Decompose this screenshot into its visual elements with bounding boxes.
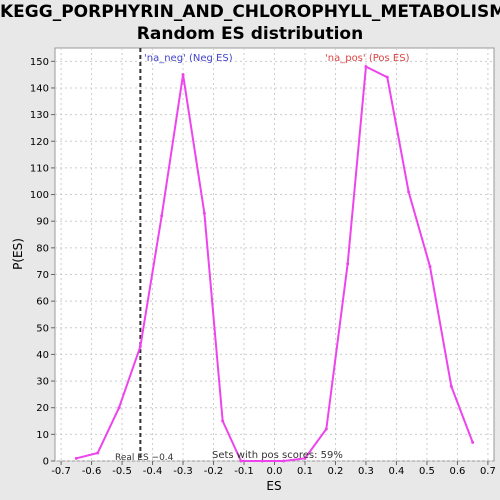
y-axis-label: P(ES) (11, 238, 25, 270)
x-tick-label: 0.7 (480, 466, 496, 477)
data-point (364, 65, 368, 69)
y-tick-label: 70 (36, 270, 49, 281)
x-tick-label: -0.4 (143, 466, 163, 477)
data-point (96, 451, 100, 455)
x-axis: -0.7 -0.6 -0.5 -0.4 -0.3 -0.2 -0.1 0.0 0.1 0.2 0.3… (51, 461, 496, 477)
x-tick-label: 0.6 (449, 466, 465, 477)
real-es-label: Real ES −0.4 (115, 453, 174, 463)
x-axis-label: ES (266, 479, 281, 493)
data-point (471, 440, 475, 444)
data-point (239, 459, 243, 463)
y-tick-label: 0 (43, 457, 49, 468)
chart-title: KEGG_PORPHYRIN_AND_CHLOROPHYLL_METABOLIS… (0, 1, 500, 45)
data-point (324, 427, 328, 431)
y-tick-label: 80 (36, 243, 49, 254)
data-point (260, 459, 264, 463)
data-point (282, 459, 286, 463)
x-tick-label: -0.2 (204, 466, 224, 477)
y-tick-label: 110 (30, 163, 49, 174)
data-point (407, 190, 411, 194)
y-tick-label: 30 (36, 377, 49, 388)
pos-es-label: 'na_pos' (Pos ES) (325, 53, 410, 64)
sets-pos-label: Sets with pos scores: 59% (212, 450, 343, 461)
data-point (221, 419, 225, 423)
data-point (117, 406, 121, 410)
x-tick-label: 0.2 (328, 466, 344, 477)
data-points (74, 65, 475, 463)
x-tick-label: 0.0 (267, 466, 283, 477)
y-tick-label: 100 (30, 190, 49, 201)
x-tick-label: -0.1 (234, 466, 254, 477)
y-tick-label: 120 (30, 137, 49, 148)
chart-title-line-1: KEGG_PORPHYRIN_AND_CHLOROPHYLL_METABOLIS… (0, 2, 500, 22)
data-point (74, 456, 78, 460)
x-tick-label: -0.5 (112, 466, 132, 477)
data-point (385, 75, 389, 79)
y-tick-label: 150 (30, 57, 49, 68)
data-point (428, 264, 432, 268)
series-line (76, 65, 474, 462)
x-tick-label: -0.7 (51, 466, 71, 477)
data-point (202, 211, 206, 215)
y-tick-label: 10 (36, 430, 49, 441)
y-tick-label: 20 (36, 403, 49, 414)
x-tick-label: 0.3 (358, 466, 374, 477)
y-tick-label: 40 (36, 350, 49, 361)
data-point (138, 344, 142, 348)
data-point (160, 214, 164, 218)
y-tick-label: 140 (30, 83, 49, 94)
data-point (449, 384, 453, 388)
x-tick-label: -0.6 (82, 466, 102, 477)
y-tick-label: 130 (30, 110, 49, 121)
data-point (181, 73, 185, 77)
y-tick-label: 50 (36, 323, 49, 334)
y-tick-label: 60 (36, 297, 49, 308)
chart-title-line-2: Random ES distribution (136, 24, 364, 44)
x-tick-label: 0.5 (419, 466, 435, 477)
y-tick-label: 90 (36, 217, 49, 228)
gridlines (55, 48, 494, 462)
x-tick-label: 0.1 (297, 466, 313, 477)
data-point (346, 262, 350, 266)
neg-es-label: 'na_neg' (Neg ES) (144, 53, 233, 64)
y-axis: 0 10 20 30 40 50 60 70 80 90 100 110 120 130 140 150 (30, 57, 55, 468)
x-tick-label: -0.3 (173, 466, 193, 477)
data-point (303, 456, 307, 460)
x-tick-label: 0.4 (388, 466, 404, 477)
